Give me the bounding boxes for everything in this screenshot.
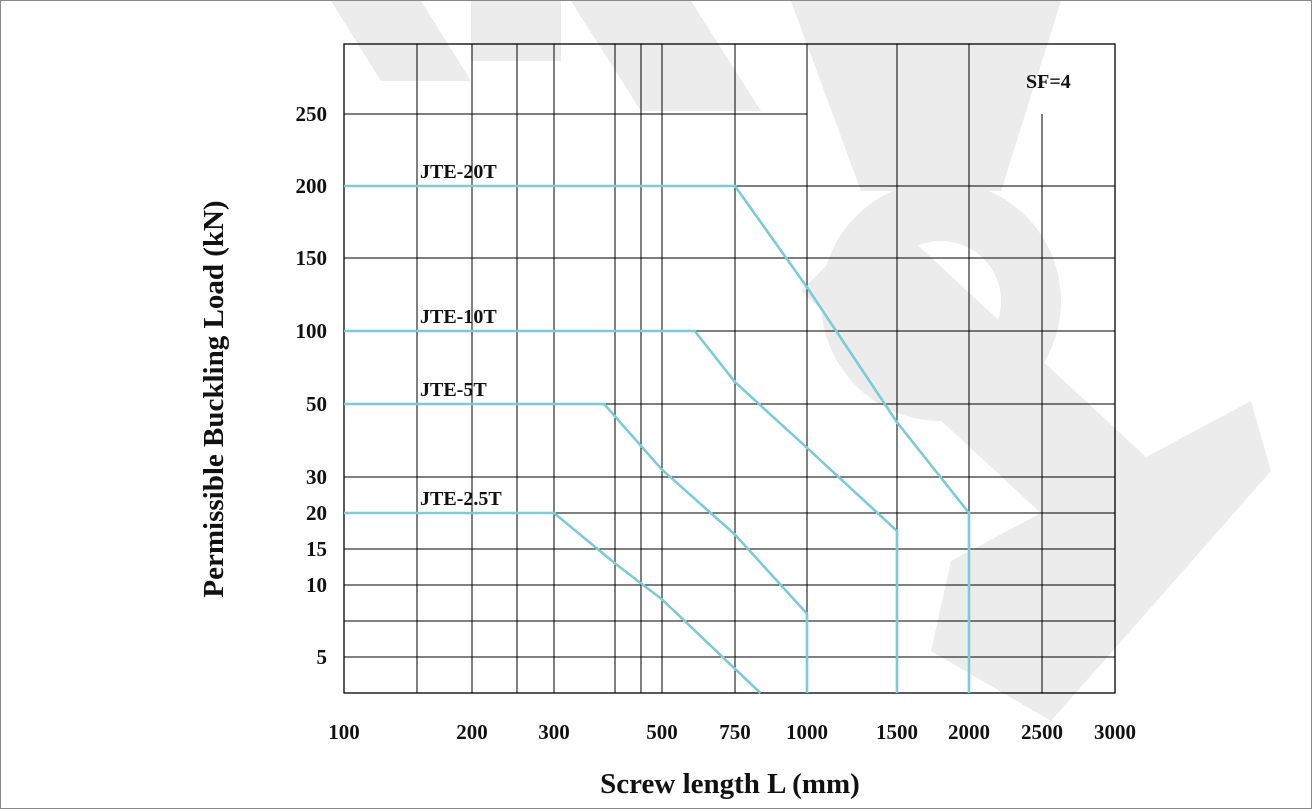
x-tick-label: 2000 [948, 720, 990, 744]
grid [343, 43, 1116, 694]
y-tick-label: 150 [296, 246, 328, 270]
series-line [344, 402, 809, 693]
series-label: JTE-2.5T [420, 488, 502, 510]
y-tick-labels: 250 200 150 100 50 30 20 15 10 5 [296, 102, 328, 669]
x-tick-label: 1500 [876, 720, 918, 744]
watermark-shape [791, 1, 1061, 191]
series-line [344, 329, 899, 693]
x-tick-label: 300 [538, 720, 570, 744]
x-tick-label: 200 [456, 720, 488, 744]
series-label: JTE-5T [420, 379, 487, 401]
x-tick-label: 3000 [1094, 720, 1136, 744]
safety-factor-note: SF=4 [1026, 71, 1071, 93]
series-label: JTE-20T [420, 161, 497, 183]
series-line [344, 511, 762, 694]
series-labels: JTE-20T JTE-10T JTE-5T JTE-2.5T [420, 161, 502, 510]
x-tick-label: 500 [646, 720, 678, 744]
y-tick-label: 15 [306, 537, 327, 561]
y-tick-label: 30 [306, 465, 327, 489]
y-tick-label: 200 [296, 174, 328, 198]
plot-border [343, 43, 1116, 694]
x-tick-label: 750 [719, 720, 751, 744]
series-lines [344, 184, 971, 694]
series-label: JTE-10T [420, 306, 497, 328]
y-tick-label: 50 [306, 392, 327, 416]
watermark-shape [331, 1, 471, 81]
x-axis-title: Screw length L (mm) [600, 768, 860, 800]
x-tick-label: 2500 [1021, 720, 1063, 744]
watermark-shape [821, 181, 1061, 421]
x-tick-labels: 100 200 300 500 750 1000 1500 2000 2500 3000 [328, 720, 1136, 744]
watermark-shape [931, 401, 1271, 721]
watermark-shape [471, 1, 561, 61]
watermark-logo [331, 1, 1271, 721]
x-tick-label: 1000 [786, 720, 828, 744]
watermark-shape [571, 1, 761, 111]
y-tick-label: 10 [306, 573, 327, 597]
y-tick-label: 5 [317, 645, 328, 669]
y-tick-label: 250 [296, 102, 328, 126]
y-tick-label: 100 [296, 319, 328, 343]
series-line [344, 184, 971, 693]
x-tick-label: 100 [328, 720, 360, 744]
y-axis-title: Permissible Buckling Load (kN) [198, 200, 230, 597]
y-tick-label: 20 [306, 501, 327, 525]
